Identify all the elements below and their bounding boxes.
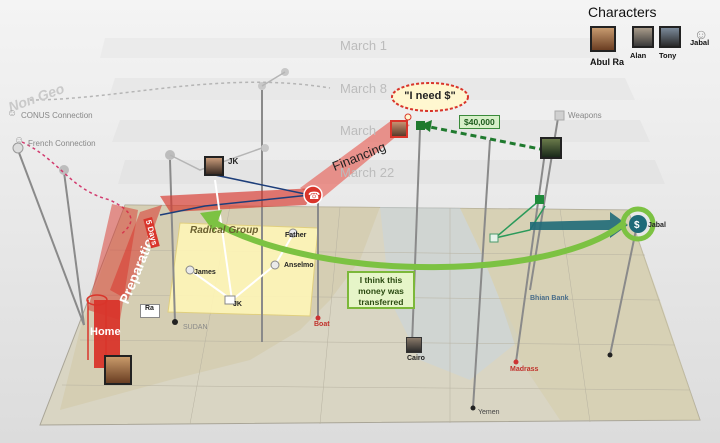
character-name-abul-ra: Abul Ra bbox=[590, 57, 625, 67]
radical-group-label: Radical Group bbox=[190, 225, 259, 236]
character-name-jabal: Jabal bbox=[690, 38, 710, 47]
date-march-22: March 22 bbox=[340, 165, 395, 180]
date-march-1: March 1 bbox=[340, 38, 387, 53]
analyst-note: I think this money was transferred bbox=[347, 271, 415, 309]
node-jk[interactable] bbox=[224, 295, 236, 305]
james-label: James bbox=[194, 269, 216, 276]
phone-icon[interactable] bbox=[303, 185, 323, 205]
green-flow-arrow bbox=[208, 217, 627, 271]
character-jabal-icon[interactable]: ☺ bbox=[694, 26, 709, 42]
pole-base-sudan bbox=[172, 319, 178, 325]
jk-top-label: JK bbox=[228, 157, 239, 166]
svg-text:☎: ☎ bbox=[308, 191, 320, 202]
money-bag-icon bbox=[629, 215, 647, 233]
character-thumb-tony[interactable] bbox=[540, 137, 562, 159]
timeline-band-march-8 bbox=[108, 78, 635, 100]
jk-bottom-label: JK bbox=[233, 301, 242, 308]
jabal-label: Jabal bbox=[648, 222, 666, 229]
arrow-to-jabal bbox=[530, 212, 628, 238]
sudan-label: SUDAN bbox=[183, 324, 208, 331]
yemen-label: Yemen bbox=[478, 409, 500, 416]
characters-title: Characters bbox=[588, 4, 657, 20]
jabal-money-ring[interactable] bbox=[620, 206, 656, 242]
character-tony[interactable] bbox=[659, 26, 681, 48]
bank-node[interactable] bbox=[489, 233, 499, 243]
money-transfer-line bbox=[419, 123, 546, 152]
money-node[interactable] bbox=[416, 121, 425, 130]
svg-text:$: $ bbox=[634, 220, 640, 231]
need-money-bubble: "I need $" bbox=[404, 90, 456, 102]
jk-link bbox=[159, 174, 311, 216]
character-alan[interactable] bbox=[632, 26, 654, 48]
character-name-tony: Tony bbox=[659, 51, 677, 60]
anselmo-label: Anselmo bbox=[284, 262, 314, 269]
home-label: Home bbox=[90, 326, 121, 338]
ra-box bbox=[140, 304, 160, 318]
character-abul-ra[interactable] bbox=[590, 26, 616, 52]
transfer-node[interactable] bbox=[535, 195, 544, 204]
node-james[interactable] bbox=[185, 265, 195, 275]
weapons-node[interactable] bbox=[554, 110, 565, 121]
timeline-band-march-22 bbox=[118, 160, 665, 184]
sky-links bbox=[29, 71, 331, 171]
pole-base-madrass bbox=[513, 359, 519, 365]
pole-base-boat bbox=[315, 315, 321, 321]
madrass-label: Madrass bbox=[510, 366, 539, 373]
character-thumb-home[interactable] bbox=[104, 355, 132, 385]
boat-label: Boat bbox=[314, 321, 330, 328]
character-name-alan: Alan bbox=[630, 51, 647, 60]
weapons-label: Weapons bbox=[568, 111, 602, 120]
date-march-15: March bbox=[340, 123, 377, 138]
node-anselmo[interactable] bbox=[270, 260, 280, 270]
french-connection-label[interactable]: French Connection bbox=[28, 139, 96, 148]
group-network bbox=[189, 179, 293, 301]
character-thumb-jk[interactable] bbox=[204, 156, 224, 176]
timeline-band-march-1 bbox=[100, 38, 620, 58]
pole-top-5 bbox=[261, 144, 269, 152]
pole-base-yemen bbox=[470, 405, 476, 411]
ra-label: Ra bbox=[145, 305, 154, 312]
date-march-8: March 8 bbox=[340, 81, 387, 96]
conus-connection-label[interactable]: CONUS Connection bbox=[21, 111, 93, 120]
pole-base-east bbox=[607, 352, 613, 358]
character-thumb-abul[interactable] bbox=[390, 120, 408, 138]
money-amount-label: $40,000 bbox=[459, 115, 500, 129]
father-label: Father bbox=[285, 232, 307, 239]
person-icon: ☺ bbox=[14, 135, 25, 146]
cairo-label: Cairo bbox=[407, 355, 425, 362]
conus-node[interactable] bbox=[12, 142, 24, 154]
bhian-bank-label: Bhian Bank bbox=[530, 295, 569, 302]
node-father[interactable] bbox=[288, 228, 298, 238]
pole-top-2 bbox=[59, 165, 69, 175]
person-icon: ☺ bbox=[7, 108, 18, 119]
character-thumb-cairo[interactable] bbox=[406, 337, 422, 353]
speech-bubble bbox=[391, 82, 469, 112]
